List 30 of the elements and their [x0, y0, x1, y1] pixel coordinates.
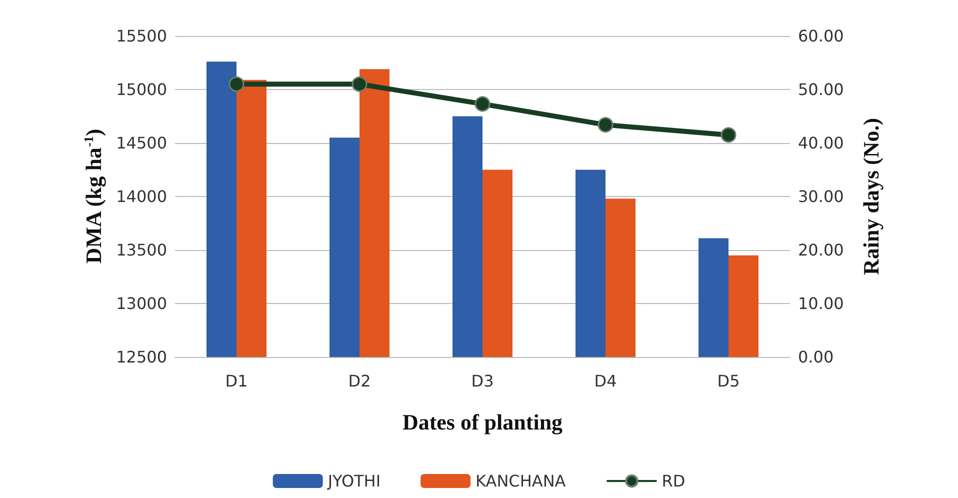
y-axis-title: DMA (kg ha-1) [81, 128, 106, 264]
point [598, 117, 614, 133]
y2-tick-label: 60.00 [798, 26, 844, 46]
x-tick-label: D1 [225, 372, 248, 390]
point [474, 96, 490, 112]
legend-label: RD [662, 472, 686, 490]
y-tick-label: 13500 [116, 240, 167, 260]
y2-tick-label: 0.00 [798, 348, 834, 366]
y-tick-label: 14500 [116, 134, 167, 152]
x-tick-label: D5 [717, 372, 740, 390]
x-tick-label: D3 [471, 372, 494, 390]
point [352, 76, 368, 92]
y-tick-label: 14000 [116, 187, 167, 206]
y-tick-label: 13000 [116, 294, 167, 313]
y2-tick-label: 30.00 [798, 187, 844, 206]
x-tick-label: D4 [594, 372, 617, 390]
legend-label: KANCHANA [476, 472, 566, 490]
y2-axis-title: Rainy days (No.) [858, 118, 884, 276]
y2-tick-label: 50.00 [798, 80, 844, 99]
x-tick-label: D2 [348, 372, 371, 390]
point [228, 76, 244, 92]
y-tick-label: 15000 [116, 80, 167, 99]
y2-tick-label: 20.00 [798, 240, 844, 260]
x-axis-title: Dates of planting [402, 410, 563, 434]
y2-tick-label: 10.00 [798, 294, 844, 313]
y-tick-label: 15500 [116, 26, 167, 46]
point [720, 127, 736, 143]
y-tick-label: 12500 [116, 348, 167, 366]
legend-label: JYOTHI [326, 472, 381, 490]
y2-tick-label: 40.00 [798, 134, 844, 152]
